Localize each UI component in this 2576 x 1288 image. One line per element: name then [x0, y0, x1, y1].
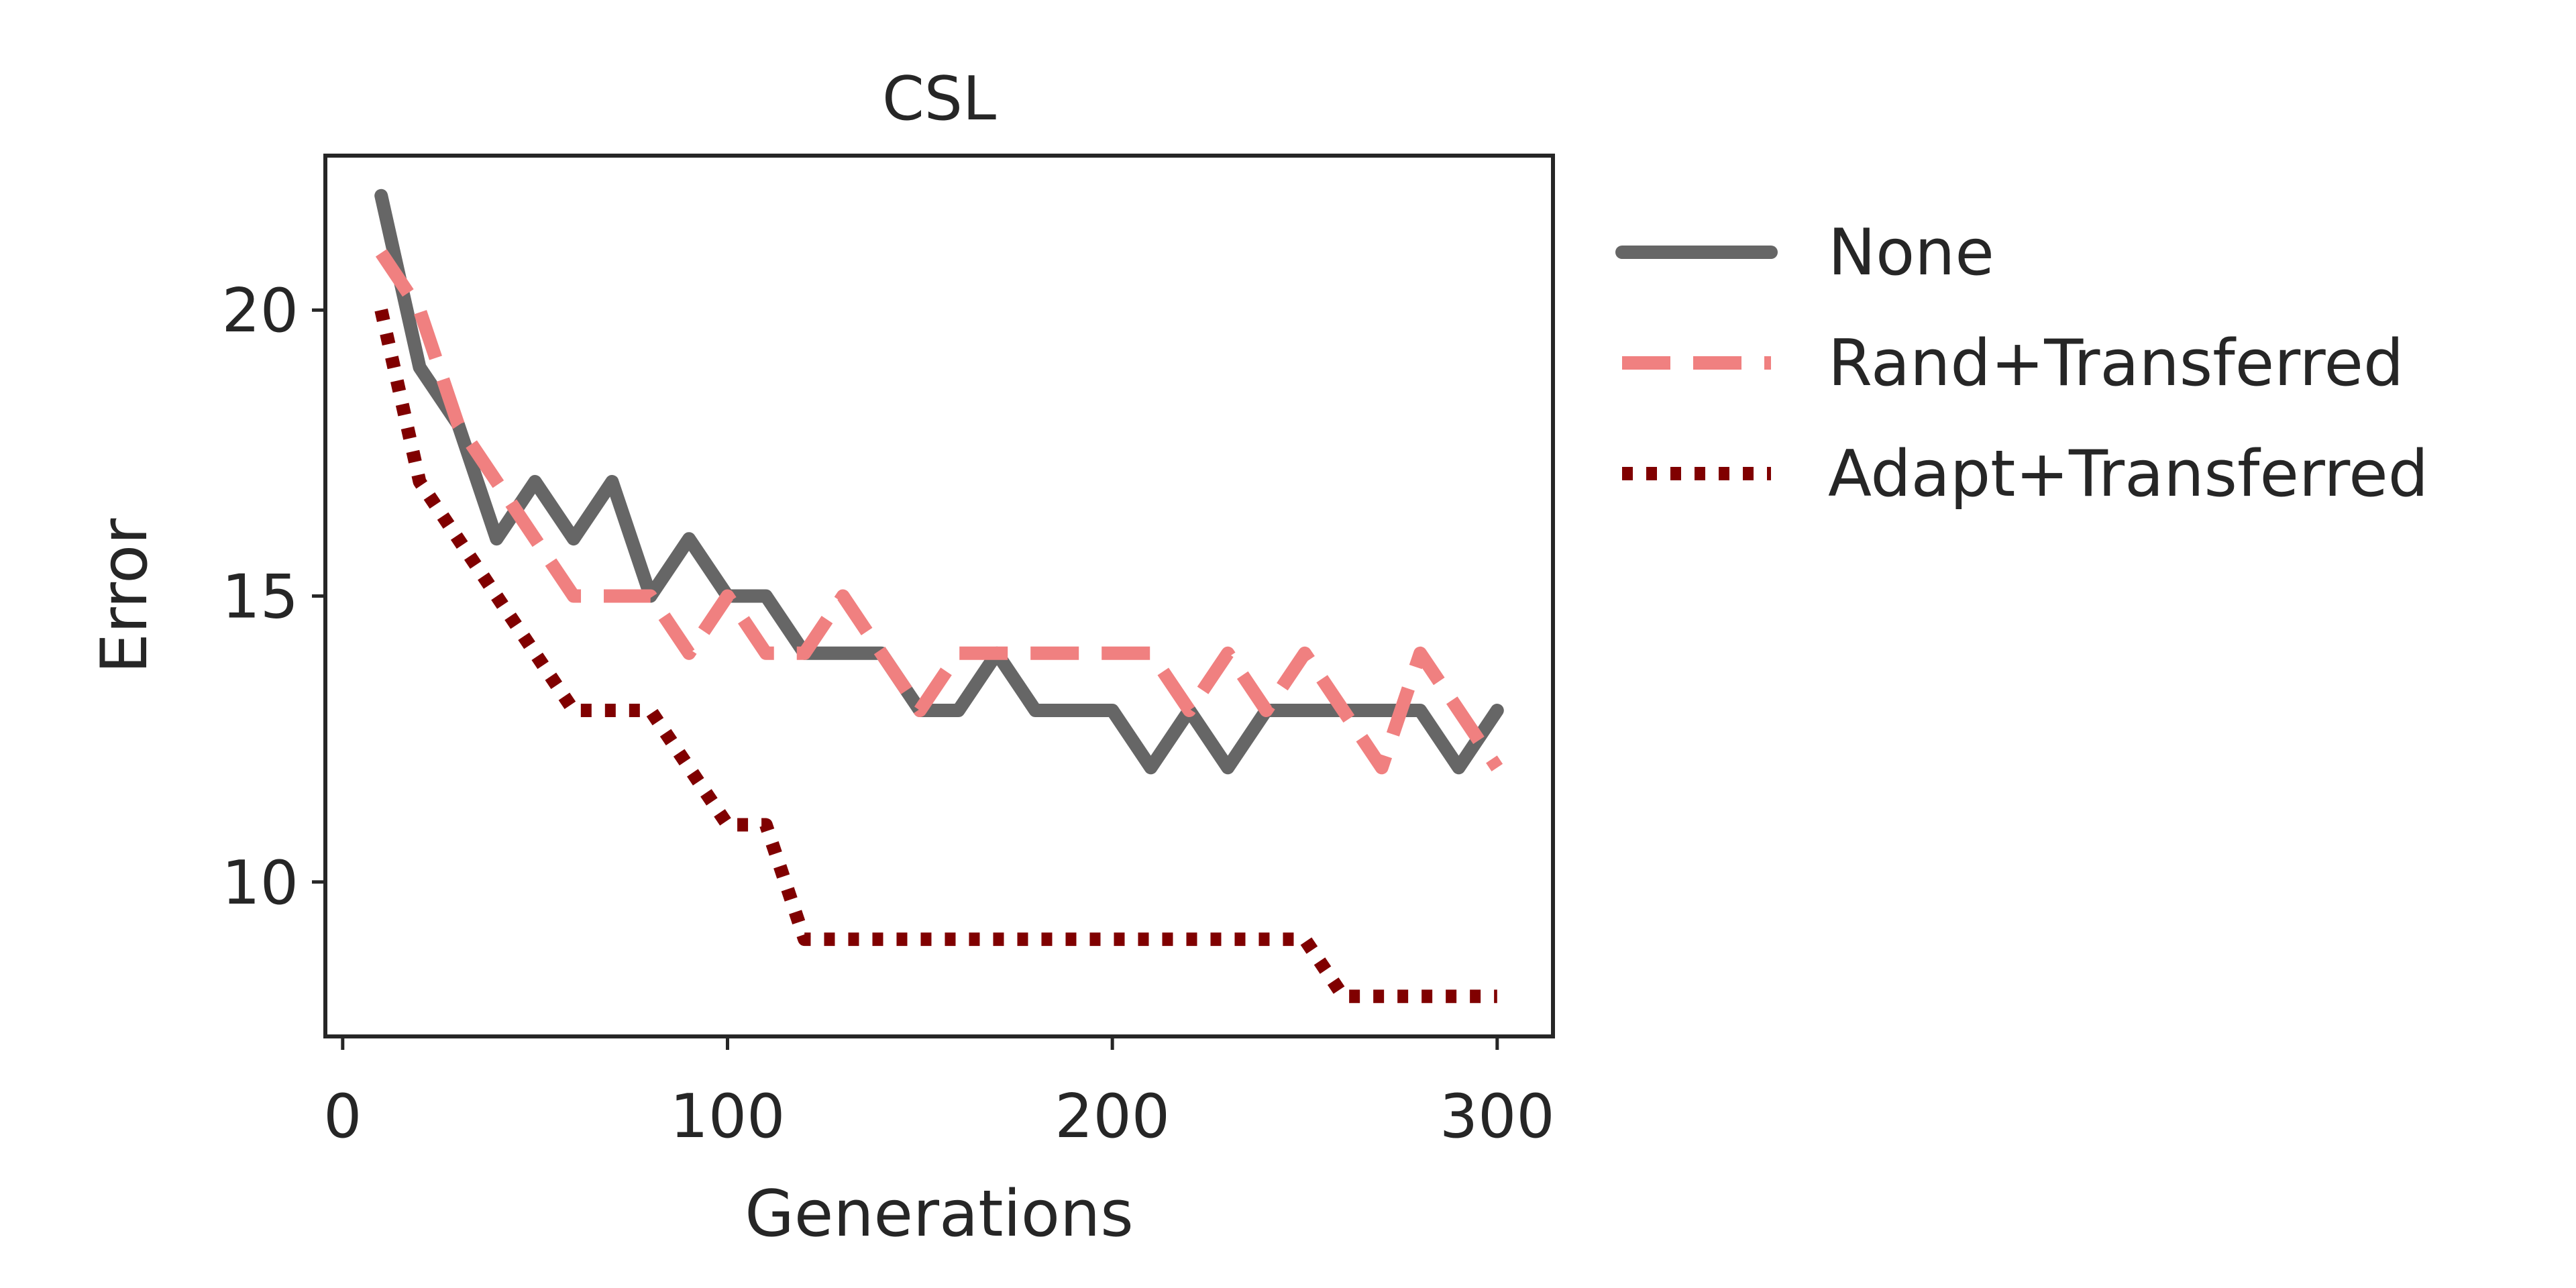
x-tick-label: 300 — [1440, 1081, 1555, 1152]
plot-frame — [323, 154, 1555, 1038]
y-tick-label: 15 — [221, 562, 299, 633]
y-tick-label: 20 — [221, 276, 299, 346]
legend-label-rand-transferred: Rand+Transferred — [1828, 327, 2404, 400]
x-tick-label: 200 — [1055, 1081, 1170, 1152]
x-tick-label: 0 — [323, 1081, 362, 1152]
series-lines — [374, 189, 1504, 1004]
series-line-adapt-transferred — [374, 309, 1497, 1004]
legend: None Rand+Transferred Adapt+Transferred — [1615, 216, 2428, 511]
x-axis-label: Generations — [745, 1177, 1133, 1251]
series-line-rand-transferred — [375, 249, 1503, 775]
y-tick-label: 10 — [221, 848, 299, 918]
legend-label-none: None — [1828, 216, 1994, 290]
legend-label-adapt-transferred: Adapt+Transferred — [1828, 437, 2428, 511]
axis-ticks: 0 100 200 300 10 15 20 — [221, 276, 1554, 1152]
x-tick-label: 100 — [670, 1081, 786, 1152]
y-axis-label: Error — [88, 518, 162, 674]
series-line-none — [374, 189, 1504, 775]
chart-title: CSL — [882, 64, 996, 134]
